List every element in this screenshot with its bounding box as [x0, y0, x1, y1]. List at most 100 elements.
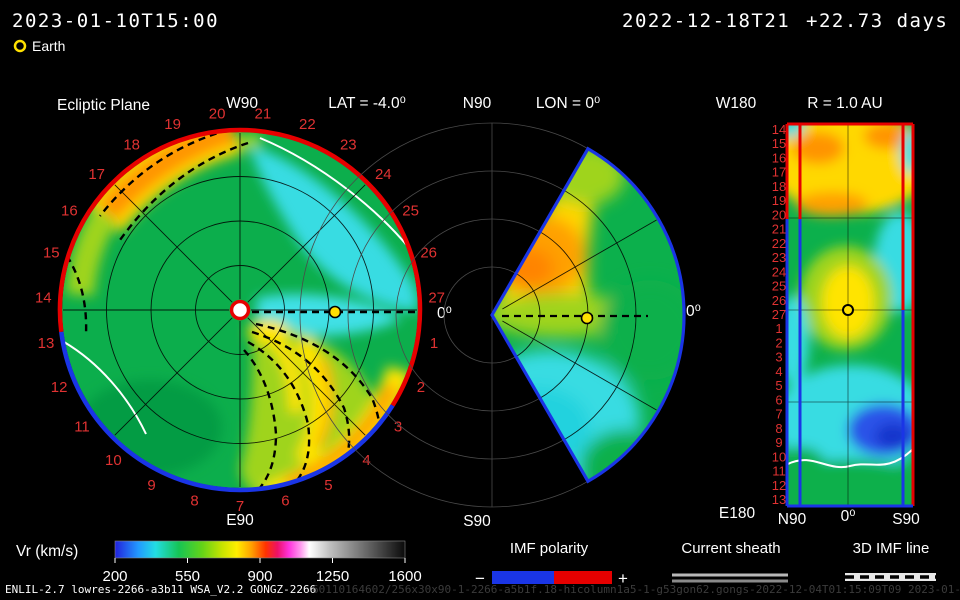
ring-date-label: 11	[74, 419, 90, 436]
meridional-outer-grid	[299, 122, 685, 508]
map-date-label: 9	[775, 435, 782, 450]
imf-minus-sign: −	[475, 569, 485, 588]
map-date-label: 15	[772, 136, 786, 151]
footer-run-info: ENLIL-2.7 lowres-2266-a3b11 WSA_V2.2 GON…	[5, 583, 316, 596]
map-date-label: 22	[772, 236, 786, 251]
ecliptic-date-ring-labels: 2122232425262712345678910111213141516171…	[35, 105, 445, 515]
ring-date-label: 10	[105, 452, 122, 469]
radial-map-field	[787, 124, 913, 506]
meridional-n90-label: N90	[463, 95, 492, 112]
radial-map-polarity-positive-lines	[785, 122, 915, 506]
radial-map-e180-label: E180	[719, 505, 756, 522]
colorbar-tick-labels: 200 550 900 1250 1600	[102, 568, 421, 585]
map-date-label: 6	[775, 392, 782, 407]
map-date-label: 14	[772, 122, 786, 137]
map-date-label: 21	[772, 222, 786, 237]
map-date-label: 1	[775, 321, 782, 336]
map-date-label: 17	[772, 165, 786, 180]
start-time: 2022-12-18T21	[622, 10, 790, 32]
ecliptic-w90-label: W90	[226, 95, 258, 112]
ring-date-label: 22	[299, 116, 316, 133]
earth-legend: Earth	[13, 38, 65, 54]
ring-date-label: 25	[402, 203, 419, 220]
imf-polarity-legend: IMF polarity − +	[475, 540, 628, 588]
map-date-label: 16	[772, 151, 786, 166]
map-date-label: 24	[772, 264, 786, 279]
map-date-label: 25	[772, 279, 786, 294]
ring-date-label: 23	[340, 136, 357, 153]
ring-date-label: 5	[324, 477, 332, 494]
meridional-title: LON = 0⁰	[536, 95, 600, 112]
earth-legend-label: Earth	[32, 38, 65, 54]
ring-date-label: 7	[236, 498, 244, 515]
meridional-polarity-outline	[490, 146, 686, 484]
map-date-label: 7	[775, 407, 782, 422]
map-date-label: 4	[775, 364, 782, 379]
ring-date-label: 19	[164, 116, 181, 133]
map-date-label: 10	[772, 449, 786, 464]
radial-map-current-sheet-contour	[787, 449, 913, 469]
colorbar-gradient-bar	[114, 540, 406, 559]
imf-line-legend: 3D IMF line	[845, 540, 936, 581]
ecliptic-panel: Ecliptic Plane W90 LAT = -4.0⁰ 0⁰ E90 2 1…	[35, 95, 452, 529]
colorbar: Vr (km/s) 200 550 900 1250 1600	[16, 540, 422, 585]
imf-polarity-title: IMF polarity	[510, 540, 589, 557]
imf-field-lines	[59, 128, 418, 491]
radial-map-panel: W180 R = 1.0 AU 141516171819202122232425…	[716, 95, 920, 528]
ring-date-label: 17	[88, 166, 105, 183]
sun-marker	[229, 299, 251, 321]
map-date-label: 3	[775, 350, 782, 365]
imf-positive-swatch	[554, 571, 612, 584]
meridional-s90-label: S90	[463, 513, 491, 530]
earth-marker-ecliptic	[328, 305, 342, 319]
ring-date-label: 6	[281, 493, 289, 510]
colorbar-tick-label: 900	[247, 568, 272, 585]
polarity-arc-negative	[59, 331, 395, 493]
ring-date-label: 15	[43, 245, 60, 262]
earth-marker-meridional	[580, 311, 594, 325]
ring-date-label: 1	[430, 335, 438, 352]
polarity-arc-positive	[57, 127, 423, 407]
ecliptic-title: Ecliptic Plane	[57, 97, 150, 114]
map-date-label: 18	[772, 179, 786, 194]
radial-map-n90-label: N90	[778, 511, 807, 528]
footer-run-id-faint: 60110164602/256x30x90-1-2266-a5b1f.18-hi…	[312, 583, 960, 596]
colorbar-tick-label: 1250	[316, 568, 349, 585]
map-date-label: 27	[772, 307, 786, 322]
colorbar-tick-label: 1600	[388, 568, 421, 585]
ring-date-label: 2	[417, 379, 425, 396]
colorbar-tick-marks	[114, 558, 406, 563]
radial-map-date-labels: 1415161718192021222324252627123456789101…	[772, 122, 786, 507]
map-date-label: 12	[772, 478, 786, 493]
current-sheet-legend: Current sheath	[672, 540, 788, 583]
map-date-label: 13	[772, 492, 786, 507]
model-time: 2023-01-10T15:00	[12, 10, 219, 32]
ecliptic-lat-label: LAT = -4.0⁰	[328, 95, 406, 112]
ring-date-label: 27	[428, 290, 445, 307]
map-date-label: 11	[772, 464, 786, 479]
ring-date-label: 16	[61, 203, 78, 220]
radial-map-s90-label: S90	[892, 511, 920, 528]
radial-map-polarity-negative-lines	[785, 219, 913, 508]
imf-plus-sign: +	[618, 569, 628, 588]
imf-negative-swatch	[492, 571, 554, 584]
ring-date-label: 9	[147, 477, 155, 494]
earth-marker-radial-map	[842, 304, 854, 316]
map-date-label: 26	[772, 293, 786, 308]
ring-date-label: 18	[123, 136, 140, 153]
map-date-label: 20	[772, 207, 786, 222]
ring-date-label: 26	[420, 245, 437, 262]
ecliptic-zero-label: 0⁰	[437, 305, 452, 322]
ecliptic-e90-label: E90	[226, 512, 254, 529]
radial-map-title: R = 1.0 AU	[807, 95, 882, 112]
radial-map-zero-label: 0⁰	[841, 508, 856, 525]
map-date-label: 5	[775, 378, 782, 393]
earth-legend-icon	[13, 39, 27, 53]
ring-date-label: 20	[209, 105, 226, 122]
current-sheet-title: Current sheath	[681, 540, 780, 557]
colorbar-tick-label: 200	[102, 568, 127, 585]
colorbar-label: Vr (km/s)	[16, 543, 78, 560]
map-date-label: 19	[772, 193, 786, 208]
map-date-label: 2	[775, 336, 782, 351]
